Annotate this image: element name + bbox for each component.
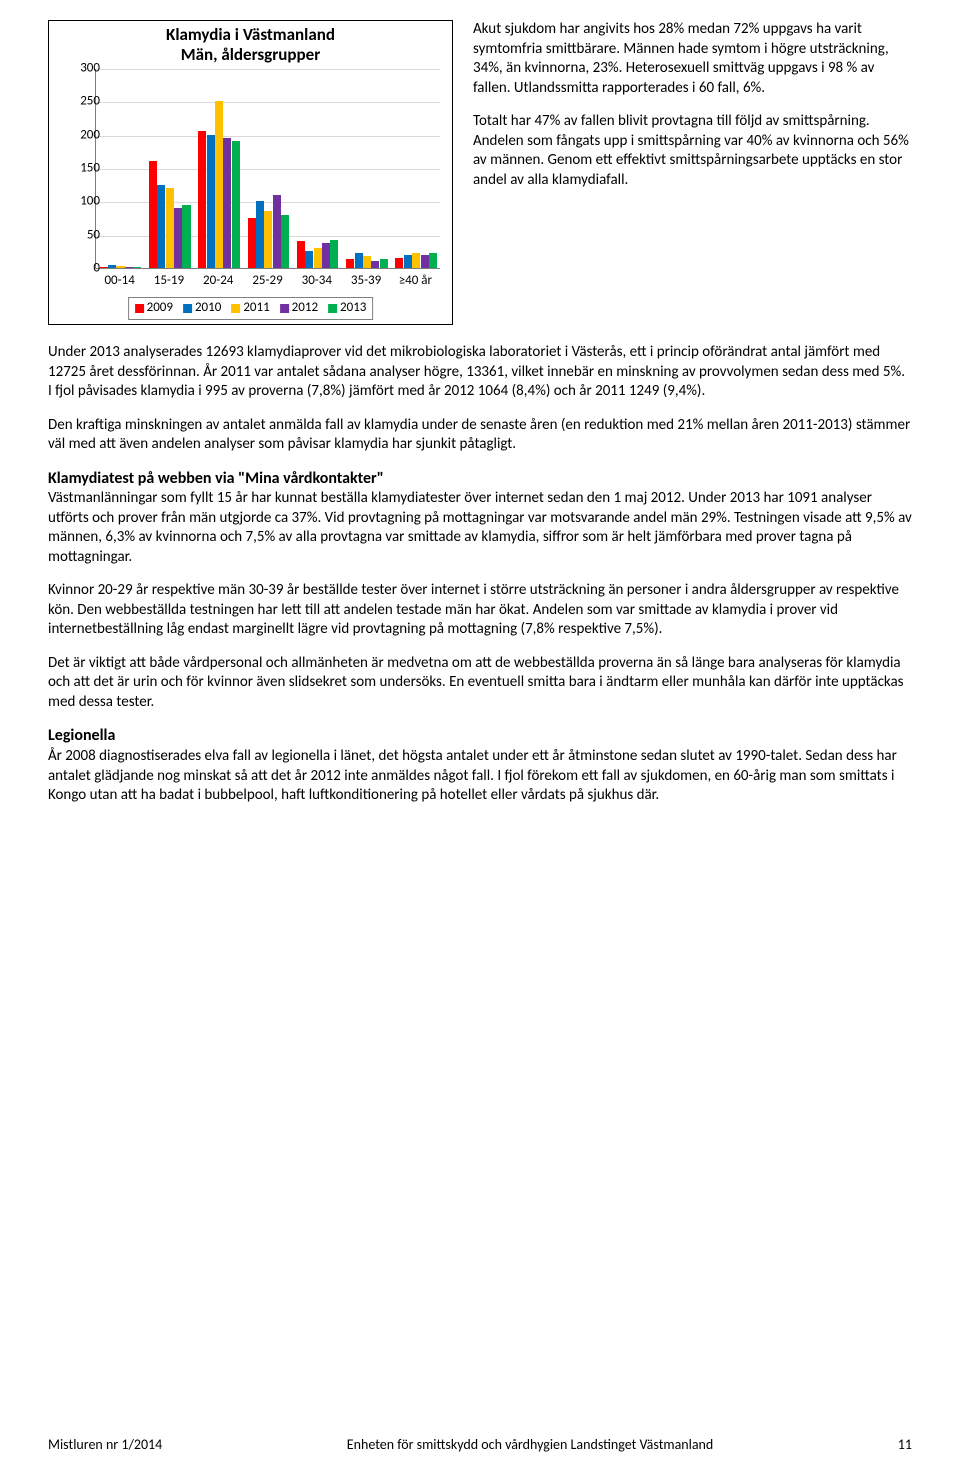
- chart-bar: [157, 185, 165, 268]
- chart-bar: [232, 141, 240, 268]
- xtick-label: ≥40 år: [399, 273, 432, 290]
- chart-bar: [207, 135, 215, 268]
- chart-bar: [256, 201, 264, 268]
- plot-area: [95, 69, 440, 269]
- chart-bar: [305, 251, 313, 268]
- footer-left: Mistluren nr 1/2014: [48, 1436, 162, 1454]
- body-p8: År 2008 diagnostiserades elva fall av le…: [48, 747, 912, 806]
- chart-bar: [125, 267, 133, 268]
- footer-right: 11: [898, 1436, 912, 1454]
- ytick-label: 100: [60, 194, 100, 211]
- chart-bar: [429, 253, 437, 268]
- legend-item: 2010: [183, 300, 221, 317]
- ytick-label: 200: [60, 127, 100, 144]
- legend-item: 2013: [328, 300, 366, 317]
- gridline: [96, 136, 440, 137]
- xtick-label: 00-14: [104, 273, 134, 290]
- ytick-label: 0: [60, 261, 100, 278]
- chart-bar: [404, 255, 412, 268]
- body-p3: Under 2013 analyserades 12693 klamydiapr…: [48, 343, 912, 402]
- chart-bar: [248, 218, 256, 268]
- chart-bar: [297, 241, 305, 268]
- chart-bar: [116, 266, 124, 268]
- heading-legionella: Legionella: [48, 726, 912, 747]
- chart-bar: [100, 267, 108, 268]
- heading-klamydiatest: Klamydiatest på webben via "Mina vårdkon…: [48, 469, 912, 490]
- body-text: Under 2013 analyserades 12693 klamydiapr…: [48, 343, 912, 806]
- legend-label: 2011: [243, 300, 269, 317]
- body-p5: Västmanlänningar som fyllt 15 år har kun…: [48, 489, 912, 567]
- chart-bar: [281, 215, 289, 268]
- chart-bar: [421, 255, 429, 268]
- chart-bar: [174, 208, 182, 268]
- body-p7: Det är viktigt att både vårdpersonal och…: [48, 654, 912, 713]
- intro-p2: Totalt har 47% av fallen blivit provtagn…: [473, 112, 912, 190]
- xtick-label: 25-29: [252, 273, 282, 290]
- chart-bar: [346, 259, 354, 268]
- body-p4: Den kraftiga minskningen av antalet anmä…: [48, 416, 912, 455]
- xtick-label: 30-34: [302, 273, 332, 290]
- legend-item: 2011: [231, 300, 269, 317]
- chart-bar: [264, 211, 272, 268]
- body-p6: Kvinnor 20-29 år respektive män 30-39 år…: [48, 581, 912, 640]
- legend-label: 2009: [147, 300, 173, 317]
- intro-text: Akut sjukdom har angivits hos 28% medan …: [473, 20, 912, 325]
- ytick-label: 300: [60, 61, 100, 78]
- chart-bar: [273, 195, 281, 268]
- chart-bar: [395, 258, 403, 268]
- xtick-label: 35-39: [351, 273, 381, 290]
- gridline: [96, 169, 440, 170]
- chart-bar: [149, 161, 157, 268]
- chart-bar: [314, 248, 322, 268]
- chart-bar: [322, 243, 330, 268]
- legend-label: 2010: [195, 300, 221, 317]
- gridline: [96, 202, 440, 203]
- chart-bar: [380, 259, 388, 268]
- chart-bar: [330, 240, 338, 268]
- footer-center: Enheten för smittskydd och vårdhygien La…: [347, 1436, 714, 1454]
- chart-bar: [363, 256, 371, 268]
- ytick-label: 150: [60, 161, 100, 178]
- chart-title: Klamydia i Västmanland Män, åldersgruppe…: [49, 21, 452, 66]
- ytick-label: 250: [60, 94, 100, 111]
- footer: Mistluren nr 1/2014 Enheten för smittsky…: [48, 1436, 912, 1454]
- chart-bar: [166, 188, 174, 268]
- chart-legend: 2009 2010 2011 2012 2013: [128, 297, 374, 320]
- xtick-label: 20-24: [203, 273, 233, 290]
- xtick-label: 15-19: [154, 273, 184, 290]
- chart-bar: [133, 267, 141, 268]
- chart-bar: [215, 101, 223, 268]
- legend-item: 2012: [280, 300, 318, 317]
- chart-bar: [182, 205, 190, 268]
- legend-item: 2009: [135, 300, 173, 317]
- intro-p1: Akut sjukdom har angivits hos 28% medan …: [473, 20, 912, 98]
- top-section: Klamydia i Västmanland Män, åldersgruppe…: [48, 20, 912, 325]
- chart-bar: [108, 265, 116, 268]
- legend-swatch: [135, 304, 144, 313]
- legend-swatch: [328, 304, 337, 313]
- chart-bar: [371, 261, 379, 268]
- gridline: [96, 69, 440, 70]
- chart-container: Klamydia i Västmanland Män, åldersgruppe…: [48, 20, 453, 325]
- legend-label: 2013: [340, 300, 366, 317]
- legend-label: 2012: [292, 300, 318, 317]
- legend-swatch: [231, 304, 240, 313]
- chart-bar: [223, 138, 231, 268]
- chart-title-line2: Män, åldersgrupper: [181, 44, 321, 65]
- chart-title-line1: Klamydia i Västmanland: [166, 24, 335, 45]
- chart-bar: [412, 253, 420, 268]
- chart-bar: [355, 253, 363, 268]
- ytick-label: 50: [60, 227, 100, 244]
- gridline: [96, 102, 440, 103]
- legend-swatch: [280, 304, 289, 313]
- chart-bar: [198, 131, 206, 268]
- legend-swatch: [183, 304, 192, 313]
